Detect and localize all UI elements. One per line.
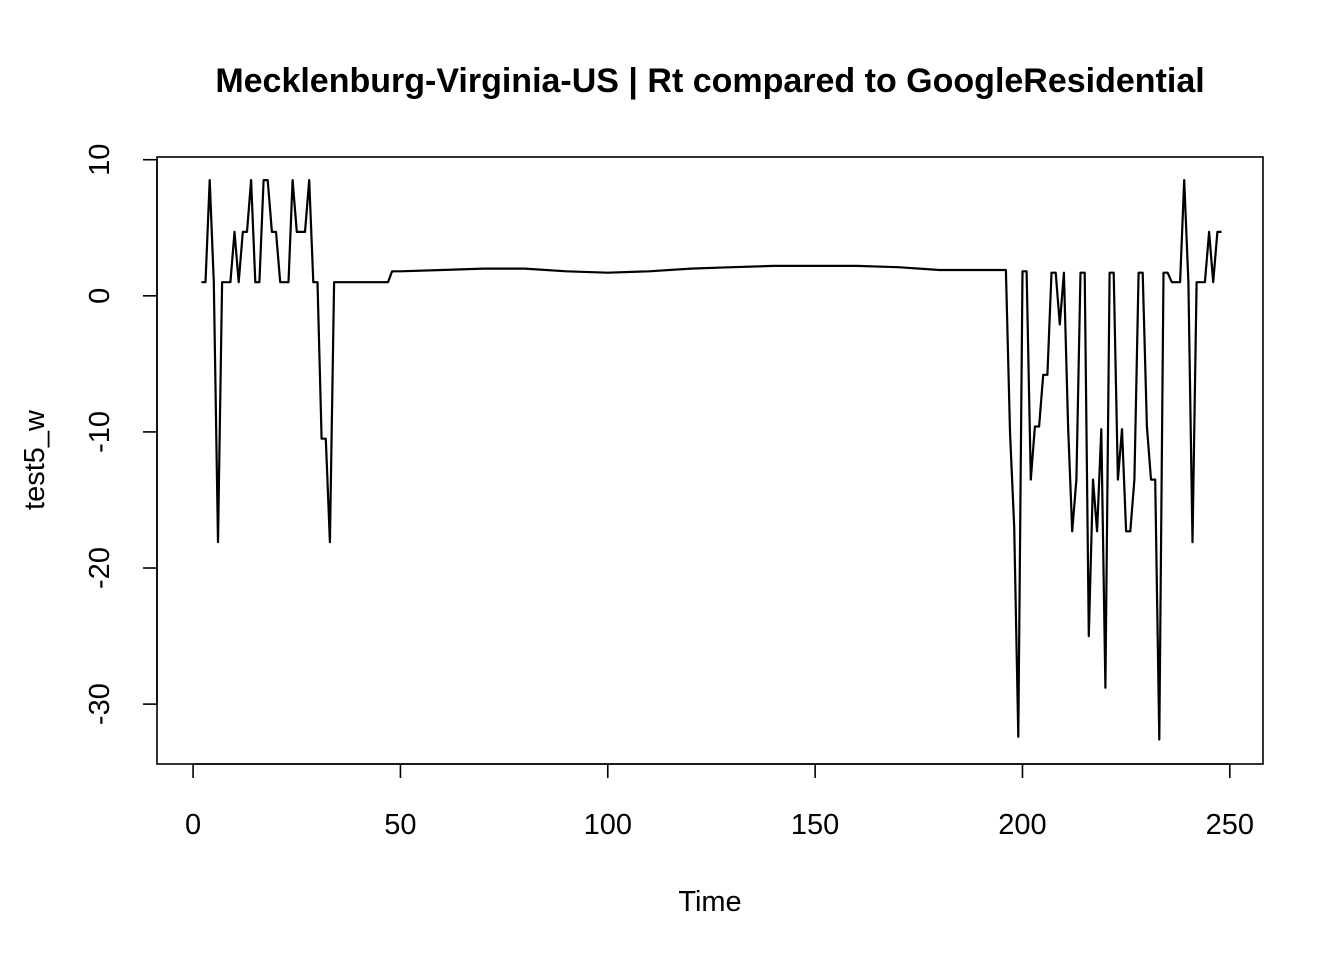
x-axis: 0 50 100 150 200 250	[185, 763, 1254, 841]
series-line	[201, 179, 1222, 741]
plot-frame	[156, 156, 1264, 765]
x-axis-label: Time	[678, 886, 741, 918]
y-axis: -30 -20 -10 0 10	[84, 144, 158, 725]
y-tick-label: -20	[84, 547, 116, 589]
y-tick-label: 0	[84, 288, 116, 304]
x-tick-label: 150	[791, 809, 839, 841]
x-tick-label: 0	[185, 809, 201, 841]
y-axis-label: test5_w	[19, 409, 51, 510]
y-tick-label: -10	[84, 411, 116, 453]
x-tick-label: 200	[998, 809, 1046, 841]
x-tick-label: 100	[584, 809, 632, 841]
x-tick-label: 50	[384, 809, 416, 841]
y-tick-label: -30	[84, 683, 116, 725]
x-tick-label: 250	[1206, 809, 1254, 841]
y-tick-label: 10	[84, 144, 116, 176]
chart-title: Mecklenburg-Virginia-US | Rt compared to…	[215, 62, 1204, 100]
